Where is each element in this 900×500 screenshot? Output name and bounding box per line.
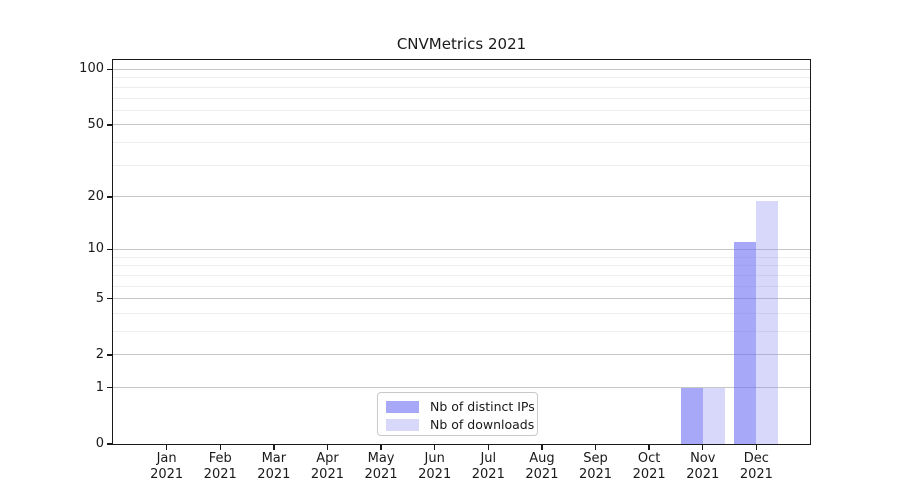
gridline-major [113,298,810,300]
y-tick-mark [107,443,112,445]
legend-item-distinct-ips: Nb of distinct IPs [386,399,535,414]
x-tick-year: 2021 [578,467,613,482]
y-tick-label: 1 [95,379,104,395]
x-tick-month: Mar [261,451,287,466]
gridline-major [113,68,810,70]
gridline-major [113,248,810,250]
x-tick-month: Jan [156,451,177,466]
x-tick-month: Nov [690,451,716,466]
x-tick-mark [648,445,650,450]
gridline-minor [113,77,810,79]
x-tick-year: 2021 [632,467,666,482]
x-tick-month: Dec [743,451,769,466]
x-tick-month: Aug [529,451,555,466]
y-tick-mark [107,354,112,356]
x-tick-label-may: May 2021 [349,451,413,483]
y-tick-label: 5 [95,290,104,306]
y-tick-mark [107,248,112,251]
x-tick-month: Apr [316,451,339,466]
x-tick-label-nov: Nov 2021 [671,451,735,483]
gridline-major [113,196,810,198]
x-tick-month: May [367,451,395,466]
gridline-major [113,124,810,126]
legend-swatch-downloads [386,418,419,431]
x-tick-label-mar: Mar 2021 [242,451,306,483]
x-tick-year: 2021 [310,467,344,482]
gridline-minor [113,285,810,287]
plot-area [112,59,811,445]
y-tick-label: 20 [87,188,104,204]
y-tick-label: 2 [95,346,104,362]
x-tick-mark [487,445,489,450]
x-tick-year: 2021 [686,467,720,482]
x-tick-label-jan: Jan 2021 [135,451,199,483]
bar-nb-of-downloads-dec [756,200,779,444]
bar-nb-of-distinct-ips-dec [734,242,757,444]
x-tick-label-jun: Jun 2021 [403,451,467,483]
y-tick-label: 0 [95,436,104,451]
legend-swatch-distinct-ips [386,400,419,413]
x-tick-month: Jun [424,451,445,466]
x-tick-month: Oct [637,451,661,466]
chart-title: CNVMetrics 2021 [396,35,527,53]
x-tick-label-apr: Apr 2021 [295,451,359,483]
gridline-minor [113,265,810,267]
y-tick-mark [107,124,112,126]
gridline-minor [113,109,810,111]
x-tick-mark [433,445,436,450]
gridline-minor [113,142,810,144]
y-tick-mark [107,387,112,389]
legend-label-downloads: Nb of downloads [430,417,535,432]
x-tick-year: 2021 [418,467,452,482]
x-tick-year: 2021 [203,467,237,482]
x-tick-year: 2021 [525,467,559,482]
x-tick-year: 2021 [150,467,184,482]
gridline-major [113,354,810,356]
x-tick-mark [702,445,704,450]
x-tick-mark [755,445,758,450]
x-tick-mark [326,445,329,450]
x-tick-year: 2021 [739,467,773,482]
x-tick-year: 2021 [257,467,291,482]
gridline-minor [113,86,810,88]
x-tick-label-dec: Dec 2021 [724,451,788,483]
x-tick-year: 2021 [364,467,398,482]
legend-item-downloads: Nb of downloads [386,417,534,432]
y-tick-mark [107,196,112,198]
gridline-minor [113,256,810,258]
bar-nb-of-distinct-ips-nov [680,387,703,444]
x-tick-month: Jul [480,451,497,466]
x-tick-label-sep: Sep 2021 [564,451,628,483]
x-tick-mark [541,445,543,450]
x-tick-mark [380,445,382,450]
x-tick-label-oct: Oct 2021 [617,451,681,483]
gridline-minor [113,330,810,332]
x-tick-mark [273,445,275,450]
x-tick-label-feb: Feb 2021 [188,451,252,483]
x-tick-mark [165,445,168,450]
gridline-minor [113,274,810,276]
y-tick-label: 100 [79,61,104,77]
x-tick-mark [594,445,597,450]
y-tick-mark [107,68,112,71]
legend: Nb of distinct IPs Nb of downloads [377,392,538,436]
x-tick-year: 2021 [471,467,505,482]
gridline-minor [113,164,810,166]
gridline-minor [113,97,810,99]
gridline-major [113,387,810,389]
x-tick-month: Sep [583,451,608,466]
x-tick-label-aug: Aug 2021 [510,451,574,483]
y-tick-label: 50 [87,116,104,132]
x-tick-label-jul: Jul 2021 [456,451,520,483]
x-tick-month: Feb [208,451,232,466]
gridline-minor [113,312,810,314]
bar-nb-of-downloads-nov [702,387,725,444]
x-tick-mark [219,445,221,450]
y-tick-label: 10 [87,241,104,257]
y-tick-mark [107,297,112,300]
legend-label-distinct-ips: Nb of distinct IPs [430,399,535,414]
